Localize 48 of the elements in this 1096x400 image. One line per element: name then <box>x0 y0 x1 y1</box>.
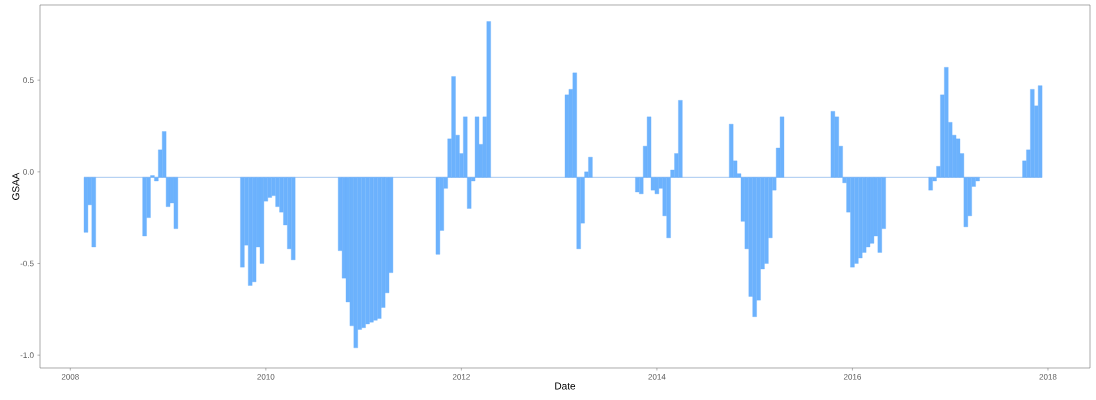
bar <box>361 177 366 328</box>
bar <box>353 177 358 349</box>
y-axis-title: GSAA <box>12 172 20 200</box>
bar <box>928 177 933 191</box>
bar <box>850 177 855 268</box>
bar <box>486 21 491 178</box>
x-tick-label: 2018 <box>1039 374 1057 380</box>
bar <box>373 177 378 321</box>
bar <box>678 100 683 178</box>
bar <box>142 177 147 237</box>
bar <box>779 116 785 178</box>
x-axis-title: Date <box>555 382 576 390</box>
bar <box>248 177 253 286</box>
bar <box>259 177 265 264</box>
x-tick-label: 2014 <box>648 374 666 380</box>
bar <box>451 76 456 178</box>
y-tick-label: 0.5 <box>23 77 34 83</box>
x-tick-label: 2010 <box>257 374 275 380</box>
x-tick-label: 2016 <box>843 374 861 380</box>
bar <box>830 111 836 178</box>
y-tick-label: 0.0 <box>23 169 34 175</box>
bar <box>1038 85 1043 178</box>
bar <box>729 123 734 178</box>
bar <box>869 177 875 244</box>
bar <box>1030 89 1035 178</box>
bar <box>955 138 961 178</box>
bar <box>944 67 949 178</box>
bar <box>91 177 96 248</box>
bar <box>474 116 480 178</box>
x-tick-label: 2012 <box>452 374 470 380</box>
bar <box>377 177 382 319</box>
bar <box>173 177 179 229</box>
bar <box>291 177 296 261</box>
bar <box>752 177 757 317</box>
y-tick-label: -0.5 <box>20 260 34 267</box>
bar <box>83 177 89 233</box>
bar <box>365 177 370 325</box>
bar <box>877 177 882 253</box>
bar <box>267 177 272 198</box>
bar <box>240 177 245 268</box>
y-tick-label: -1.0 <box>20 352 34 358</box>
bar <box>435 177 441 255</box>
bar <box>588 156 593 178</box>
bar <box>369 177 374 323</box>
bar <box>635 177 640 193</box>
x-tick-label: 2008 <box>61 374 79 380</box>
bar <box>854 177 859 264</box>
bar <box>654 177 660 195</box>
